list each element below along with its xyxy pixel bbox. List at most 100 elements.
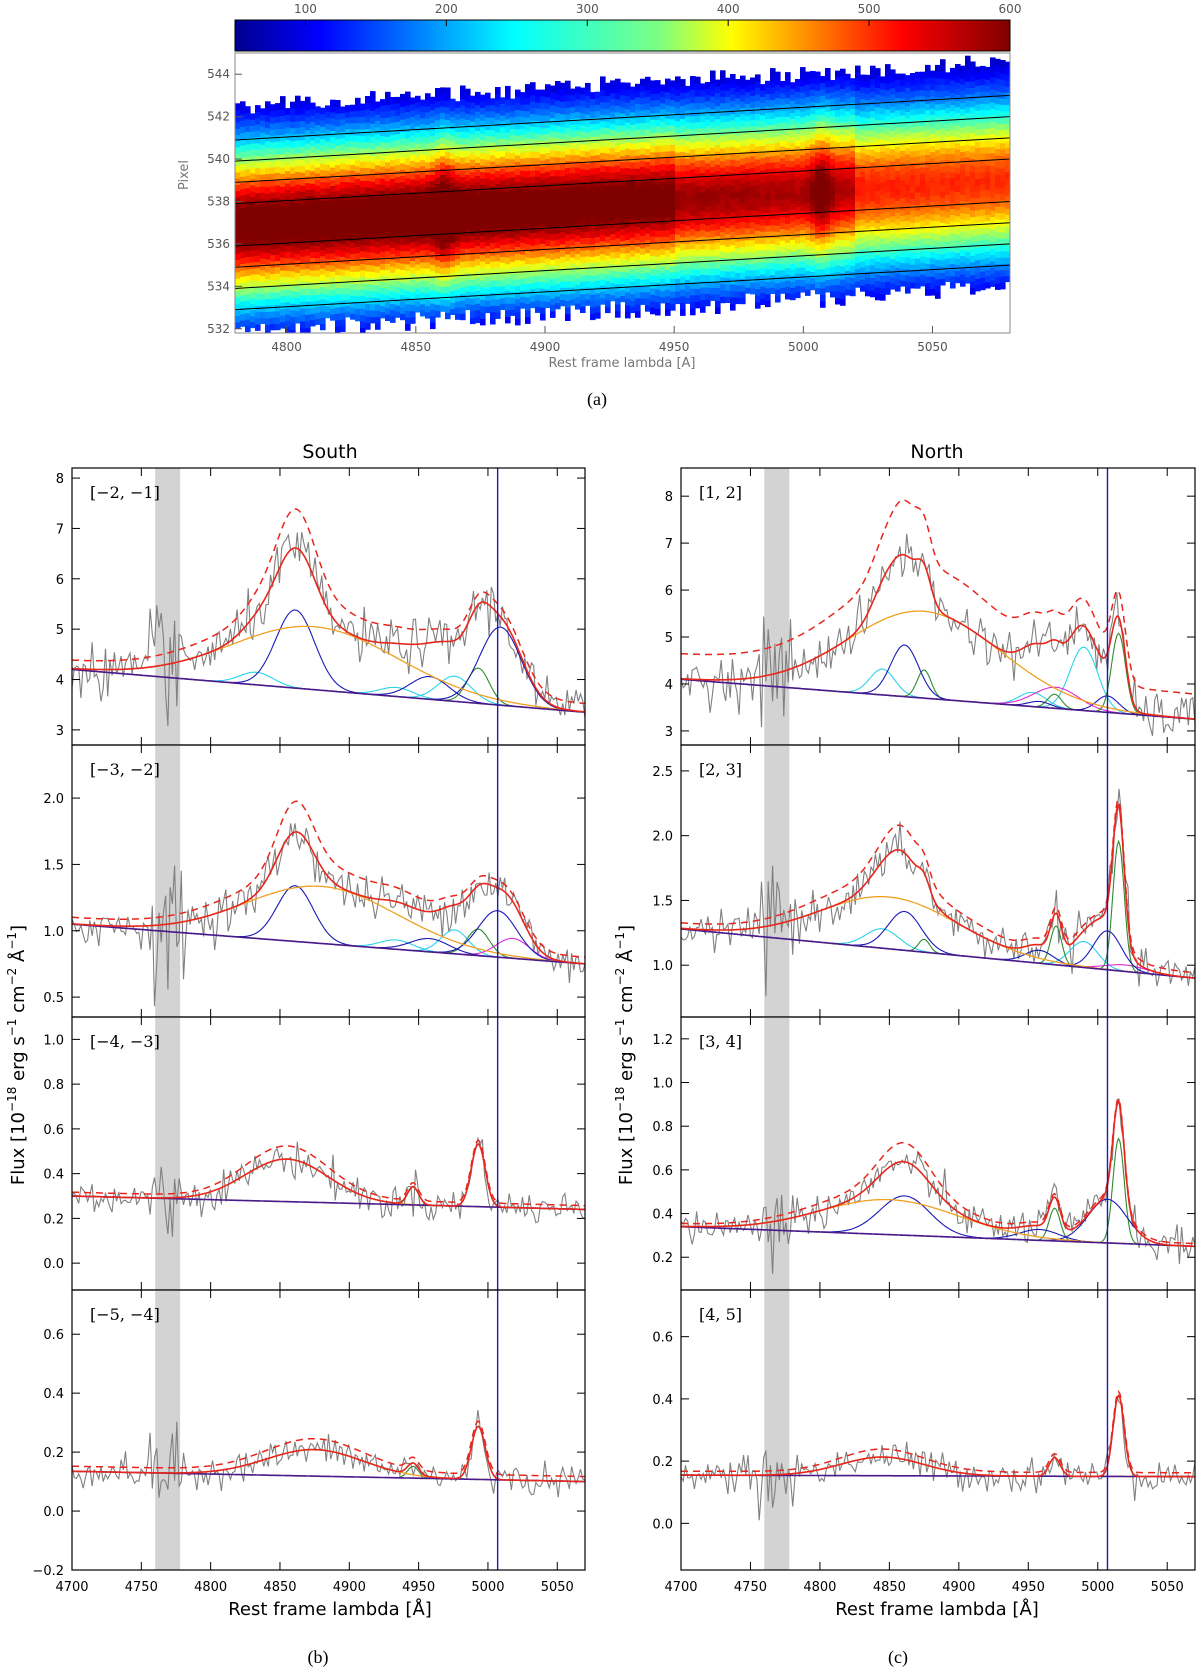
heatmap-cell	[660, 157, 666, 164]
heatmap-cell	[415, 143, 421, 151]
heatmap-cell	[380, 123, 386, 131]
heatmap-cell	[755, 282, 761, 290]
heatmap-cell	[915, 167, 921, 175]
heatmap-cell	[790, 221, 796, 228]
heatmap-cell	[645, 128, 651, 136]
heatmap-cell	[360, 301, 366, 309]
heatmap-cell	[455, 246, 461, 254]
heatmap-cell	[680, 138, 686, 146]
heatmap-cell	[630, 274, 636, 282]
heatmap-cell	[820, 108, 826, 116]
heatmap-cell	[515, 102, 521, 110]
heatmap-cell	[690, 294, 696, 302]
heatmap-cell	[815, 158, 821, 165]
heatmap-cell	[620, 161, 626, 169]
heatmap-cell	[350, 247, 356, 255]
heatmap-cell	[600, 183, 606, 191]
heatmap-cell	[780, 240, 786, 247]
heatmap-cell	[785, 261, 791, 268]
heatmap-cell	[445, 312, 451, 320]
heatmap-cell	[380, 305, 386, 313]
heatmap-cell	[340, 256, 346, 264]
heatmap-cell	[260, 180, 266, 187]
heatmap-cell	[565, 114, 571, 122]
heatmap-cell	[450, 164, 456, 172]
heatmap-cell	[430, 180, 436, 188]
heatmap-cell	[320, 304, 326, 312]
heatmap-cell	[450, 260, 456, 268]
heatmap-cell	[920, 107, 926, 114]
heatmap-cell	[900, 138, 906, 145]
heatmap-cell	[765, 206, 771, 214]
heatmap-cell	[540, 179, 546, 187]
heatmap-cell	[710, 249, 716, 257]
heatmap-cell	[350, 158, 356, 165]
heatmap-cell	[810, 277, 816, 285]
heatmap-cell	[265, 160, 271, 168]
heatmap-cell	[485, 208, 491, 216]
heatmap-cell	[475, 156, 481, 163]
heatmap-cell	[895, 224, 901, 232]
heatmap-cell	[320, 323, 326, 331]
heatmap-cell	[785, 97, 791, 105]
heatmap-cell	[725, 158, 731, 166]
heatmap-cell	[240, 195, 246, 202]
heatmap-cell	[685, 249, 691, 256]
heatmap-cell	[915, 119, 921, 127]
heatmap-cell	[590, 149, 596, 156]
heatmap-cell	[525, 250, 531, 258]
heatmap-cell	[595, 236, 601, 244]
heatmap-cell	[640, 222, 646, 230]
heatmap-cell	[750, 173, 756, 181]
heatmap-cell	[320, 107, 326, 115]
heatmap-cell	[820, 243, 826, 250]
heatmap-cell	[870, 258, 876, 266]
heatmap-cell	[685, 200, 691, 208]
heatmap-cell	[630, 187, 636, 194]
heatmap-cell	[865, 289, 871, 297]
heatmap-cell	[305, 116, 311, 124]
heatmap-cell	[770, 149, 776, 157]
heatmap-cell	[395, 164, 401, 171]
heatmap-cell	[280, 192, 286, 200]
heatmap-cell	[390, 103, 396, 111]
heatmap-cell	[720, 76, 726, 84]
heatmap-cell	[515, 279, 521, 287]
heatmap-cell	[525, 217, 531, 225]
heatmap-cell	[915, 180, 921, 187]
heatmap-cell	[315, 257, 321, 265]
heatmap-cell	[845, 135, 851, 142]
heatmap-cell	[635, 291, 641, 299]
heatmap-cell	[805, 208, 811, 216]
heatmap-cell	[680, 144, 686, 152]
heatmap-cell	[890, 282, 896, 290]
heatmap-cell	[460, 105, 466, 113]
heatmap-cell	[345, 175, 351, 183]
heatmap-cell	[475, 136, 481, 144]
heatmap-cell	[695, 134, 701, 142]
heatmap-cell	[595, 129, 601, 137]
heatmap-cell	[275, 285, 281, 293]
heatmap-cell	[515, 305, 521, 313]
heatmap-cell	[525, 270, 531, 278]
heatmap-cell	[885, 255, 891, 263]
heatmap-cell	[290, 179, 296, 187]
heatmap-cell	[555, 188, 561, 196]
heatmap-cell	[740, 246, 746, 254]
heatmap-cell	[765, 174, 771, 182]
heatmap-cell	[650, 145, 656, 153]
heatmap-cell	[410, 185, 416, 193]
heatmap-cell	[735, 135, 741, 142]
heatmap-cell	[725, 265, 731, 272]
heatmap-cell	[445, 215, 451, 223]
heatmap-cell	[775, 122, 781, 130]
heatmap-cell	[335, 164, 341, 172]
heatmap-cell	[810, 210, 816, 218]
heatmap-cell	[445, 299, 451, 307]
heatmap-cell	[305, 162, 311, 170]
heatmap-cell	[670, 176, 676, 184]
heatmap-cell	[345, 216, 351, 224]
heatmap-cell	[655, 184, 661, 192]
heatmap-cell	[835, 232, 841, 240]
heatmap-cell	[705, 169, 711, 176]
